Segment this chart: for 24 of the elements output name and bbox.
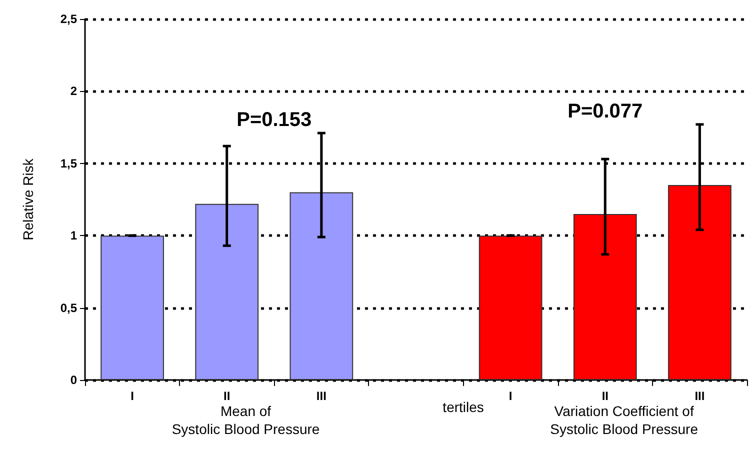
annotation: P=0.077 bbox=[568, 100, 643, 122]
y-tick-label: 1 bbox=[70, 228, 78, 243]
x-tick-label: III bbox=[316, 389, 326, 403]
text: tertiles bbox=[442, 399, 484, 415]
bar bbox=[573, 214, 637, 380]
bar bbox=[195, 204, 259, 380]
annotation: P=0.153 bbox=[236, 109, 312, 132]
text: Variation Coefficient of Systolic Blood Pressure bbox=[550, 403, 698, 437]
x-tick-label: I bbox=[508, 389, 512, 403]
y-tick-label: 0 bbox=[70, 373, 78, 387]
x-tick-label: III bbox=[694, 389, 705, 403]
text: Mean of Systolic Blood Pressure bbox=[172, 403, 320, 437]
y-tick-label: 0,5 bbox=[60, 300, 78, 315]
bar bbox=[290, 192, 354, 380]
y-tick-label: 2 bbox=[70, 84, 78, 98]
bar bbox=[668, 185, 732, 380]
y-tick-label: 1,5 bbox=[60, 156, 78, 170]
x-tick-label: II bbox=[602, 389, 608, 403]
x-tick-label: II bbox=[224, 389, 230, 403]
bar bbox=[100, 236, 164, 380]
y-axis-title: Relative Risk bbox=[20, 158, 36, 240]
x-tick-label: I bbox=[130, 389, 134, 403]
y-tick-label: 2,5 bbox=[60, 12, 78, 26]
bar bbox=[478, 236, 542, 380]
